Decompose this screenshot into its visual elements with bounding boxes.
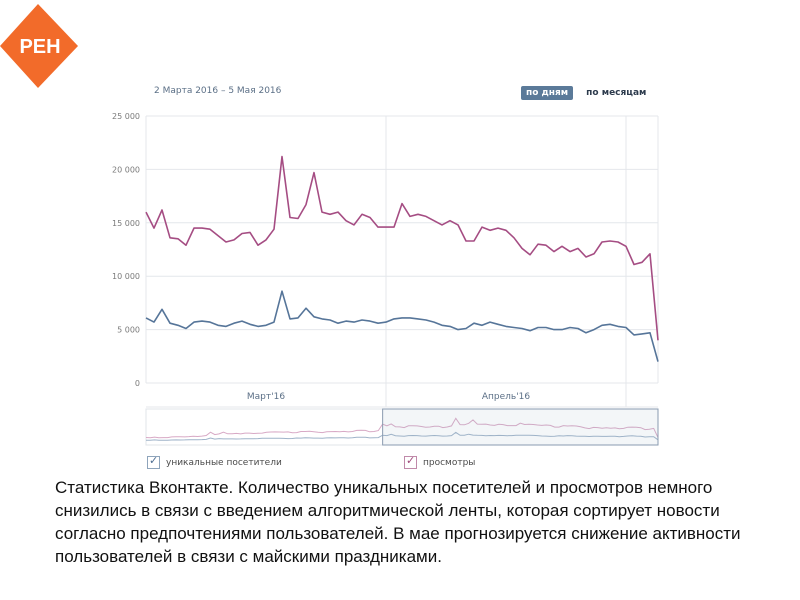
legend-label-unique-visitors: уникальные посетители bbox=[166, 457, 282, 468]
month-dividers bbox=[146, 116, 658, 408]
range-navigator[interactable] bbox=[145, 408, 659, 446]
x-month-label: Апрель'16 bbox=[482, 392, 531, 402]
ren-logo: РЕН bbox=[0, 4, 78, 88]
gridlines bbox=[145, 115, 659, 384]
y-tick-label: 25 000 bbox=[112, 112, 140, 121]
series-line-views bbox=[145, 155, 659, 341]
ren-logo-text: РЕН bbox=[19, 36, 60, 58]
legend-views[interactable]: просмотры bbox=[404, 454, 476, 469]
line-chart: 0 5 000 10 000 15 000 20 000 25 000 Март'16 Ап… bbox=[112, 112, 659, 446]
series-lines bbox=[145, 155, 659, 362]
legend-label-views: просмотры bbox=[423, 457, 476, 468]
y-tick-label: 20 000 bbox=[112, 165, 140, 174]
y-tick-label: 5 000 bbox=[117, 326, 140, 335]
navigator-selection bbox=[382, 408, 659, 446]
checkbox-icon[interactable] bbox=[404, 454, 417, 469]
y-tick-label: 10 000 bbox=[112, 272, 140, 281]
navigator-line-unique bbox=[146, 431, 659, 441]
period-tabs: по дням по месяцам bbox=[521, 86, 651, 100]
y-axis-ticks: 0 5 000 10 000 15 000 20 000 25 000 bbox=[112, 112, 140, 388]
tab-by-months[interactable]: по месяцам bbox=[586, 88, 647, 98]
y-tick-label: 15 000 bbox=[112, 219, 140, 228]
date-range: 2 Марта 2016 – 5 Мая 2016 bbox=[154, 86, 282, 96]
navigator-line-views bbox=[145, 417, 659, 439]
caption: Статистика Вконтакте. Количество уникаль… bbox=[55, 478, 741, 566]
checkbox-icon[interactable] bbox=[147, 454, 160, 469]
legend-unique-visitors[interactable]: уникальные посетители bbox=[147, 454, 282, 469]
x-axis-month-labels: Март'16 Апрель'16 bbox=[247, 392, 530, 402]
y-tick-label: 0 bbox=[135, 379, 140, 388]
tab-by-days[interactable]: по дням bbox=[521, 86, 574, 100]
series-line-unique-visitors bbox=[145, 290, 659, 362]
x-month-label: Март'16 bbox=[247, 392, 285, 402]
